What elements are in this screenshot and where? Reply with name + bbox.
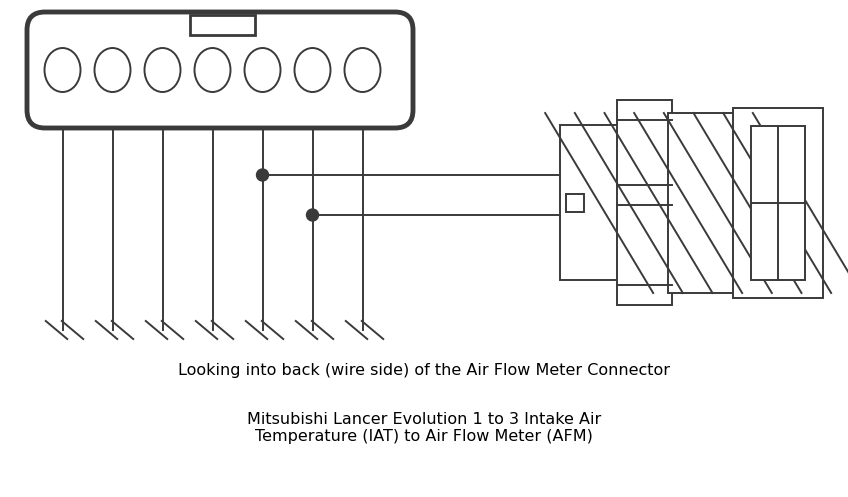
- Circle shape: [256, 169, 269, 181]
- Text: Mitsubishi Lancer Evolution 1 to 3 Intake Air
Temperature (IAT) to Air Flow Mete: Mitsubishi Lancer Evolution 1 to 3 Intak…: [247, 412, 601, 444]
- Bar: [733, 108, 823, 298]
- Bar: [751, 126, 805, 280]
- Text: Looking into back (wire side) of the Air Flow Meter Connector: Looking into back (wire side) of the Air…: [178, 362, 670, 378]
- Ellipse shape: [44, 48, 81, 92]
- Bar: [190, 15, 255, 35]
- Bar: [560, 125, 620, 280]
- Ellipse shape: [144, 48, 181, 92]
- Bar: [617, 100, 672, 305]
- Ellipse shape: [244, 48, 281, 92]
- Bar: [566, 193, 584, 212]
- Bar: [668, 113, 738, 293]
- Ellipse shape: [344, 48, 381, 92]
- FancyBboxPatch shape: [27, 12, 413, 128]
- Ellipse shape: [194, 48, 231, 92]
- Ellipse shape: [94, 48, 131, 92]
- Circle shape: [306, 209, 319, 221]
- Ellipse shape: [294, 48, 331, 92]
